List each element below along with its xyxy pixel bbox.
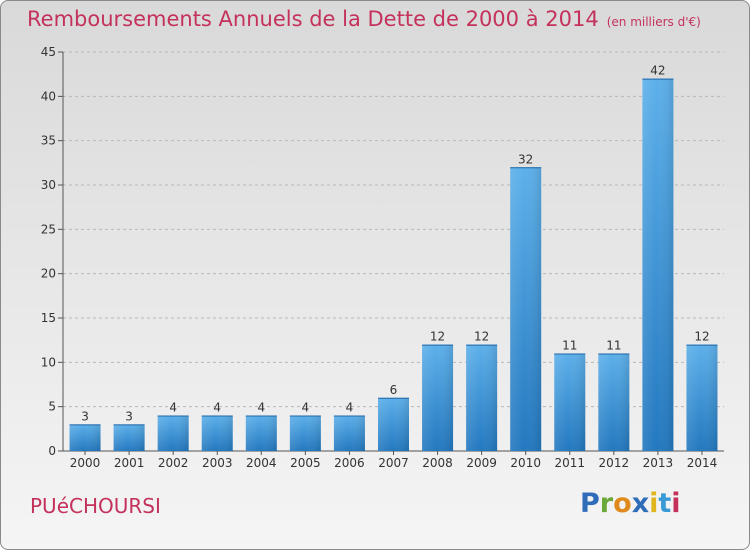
x-tick-label: 2008 bbox=[422, 456, 453, 470]
x-tick-label: 2006 bbox=[334, 456, 365, 470]
bar-shade bbox=[333, 415, 365, 451]
bar-shade bbox=[510, 167, 542, 451]
y-tick-label: 20 bbox=[41, 267, 56, 281]
x-tick-label: 2012 bbox=[599, 456, 630, 470]
data-label: 12 bbox=[474, 330, 489, 344]
data-label: 11 bbox=[562, 338, 577, 352]
bar-shade bbox=[201, 415, 233, 451]
x-tick-label: 2011 bbox=[554, 456, 585, 470]
bar-shade bbox=[245, 415, 277, 451]
bar-shade bbox=[69, 424, 101, 451]
data-label: 3 bbox=[125, 409, 133, 423]
bar-shade bbox=[157, 415, 189, 451]
logo-letter: P bbox=[580, 488, 600, 519]
data-label: 4 bbox=[257, 401, 265, 415]
data-label: 4 bbox=[346, 401, 354, 415]
data-label: 12 bbox=[694, 330, 709, 344]
bar-shade bbox=[686, 344, 718, 451]
label-layer: 2000 3 2001 3 2002 4 2003 4 2004 4 2005 4 2006 4 2007 6… bbox=[70, 64, 717, 470]
x-tick-label: 2007 bbox=[378, 456, 409, 470]
chart-title: Remboursements Annuels de la Dette de 20… bbox=[27, 7, 701, 31]
bar-shade bbox=[642, 78, 674, 451]
data-label: 4 bbox=[213, 401, 221, 415]
x-tick-label: 2001 bbox=[114, 456, 145, 470]
y-tick-label: 0 bbox=[48, 444, 56, 458]
bar-shade bbox=[289, 415, 321, 451]
y-tick-label: 5 bbox=[48, 400, 56, 414]
data-label: 11 bbox=[606, 338, 621, 352]
x-tick-label: 2002 bbox=[158, 456, 189, 470]
y-tick-label: 25 bbox=[41, 222, 56, 236]
data-label: 12 bbox=[430, 330, 445, 344]
x-tick-label: 2009 bbox=[466, 456, 497, 470]
logo-letter: x bbox=[631, 488, 650, 519]
proxiti-logo: Proxiti bbox=[580, 488, 681, 519]
logo-letter: i bbox=[671, 488, 681, 519]
data-label: 4 bbox=[169, 401, 177, 415]
data-label: 32 bbox=[518, 152, 533, 166]
x-tick-label: 2013 bbox=[643, 456, 674, 470]
x-tick-label: 2000 bbox=[70, 456, 101, 470]
x-tick-label: 2005 bbox=[290, 456, 321, 470]
bar-shade bbox=[598, 353, 630, 451]
chart-title-text: Remboursements Annuels de la Dette de 20… bbox=[27, 7, 599, 31]
y-tick-label: 10 bbox=[41, 355, 56, 369]
x-tick-label: 2003 bbox=[202, 456, 233, 470]
bar-layer bbox=[69, 78, 718, 451]
logo-letter: t bbox=[658, 488, 672, 519]
logo-letter: r bbox=[599, 488, 614, 519]
x-tick-label: 2004 bbox=[246, 456, 277, 470]
data-label: 3 bbox=[81, 409, 89, 423]
data-label: 4 bbox=[302, 401, 310, 415]
y-tick-label: 45 bbox=[41, 45, 56, 59]
bar-shade bbox=[378, 397, 409, 451]
data-label: 6 bbox=[390, 383, 398, 397]
x-tick-label: 2014 bbox=[687, 456, 718, 470]
bar-shade bbox=[113, 424, 145, 451]
commune-name: PUéCHOURSI bbox=[30, 494, 161, 518]
logo-letter: o bbox=[613, 488, 632, 519]
bar-shade bbox=[554, 353, 586, 451]
data-label: 42 bbox=[650, 64, 665, 78]
y-tick-label: 40 bbox=[41, 89, 56, 103]
y-tick-label: 15 bbox=[41, 311, 56, 325]
y-tick-label: 35 bbox=[41, 134, 56, 148]
chart-unit: (en milliers d'€) bbox=[606, 15, 701, 29]
x-tick-label: 2010 bbox=[510, 456, 541, 470]
bar-shade bbox=[422, 344, 454, 451]
y-tick-label: 30 bbox=[41, 178, 56, 192]
logo-letter: i bbox=[649, 488, 659, 519]
bar-shade bbox=[466, 344, 498, 451]
